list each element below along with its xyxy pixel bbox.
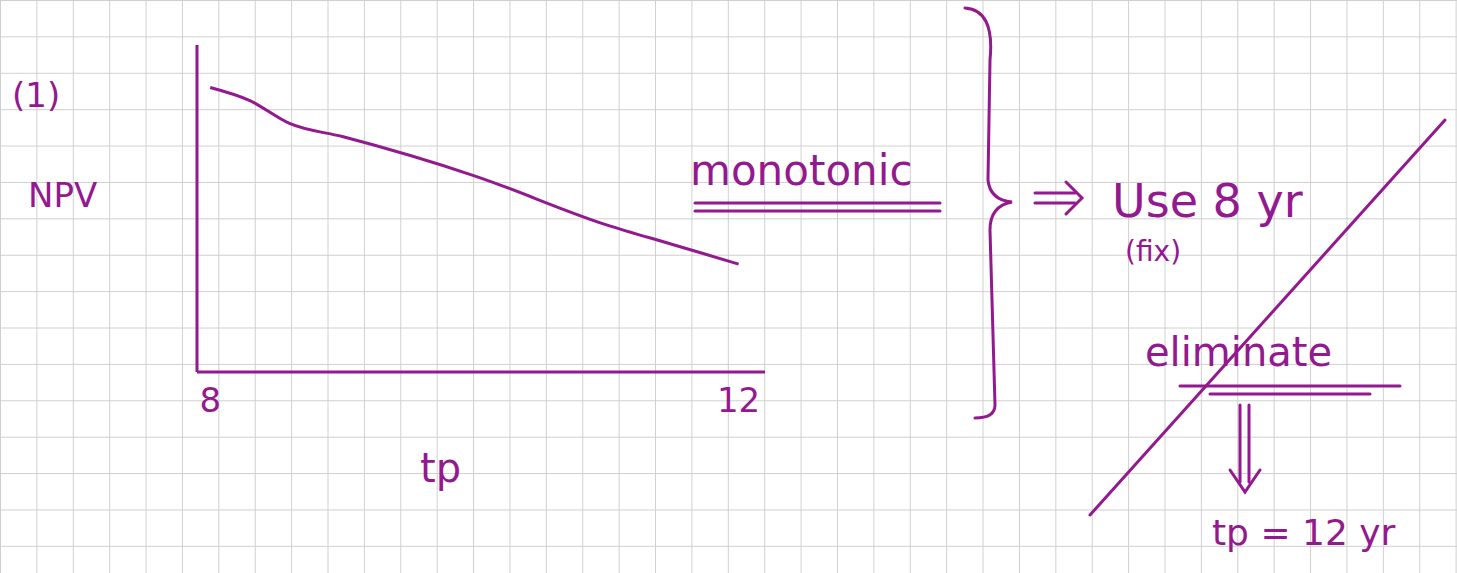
html-text:eliminate: eliminate [1145,329,1333,375]
html-text:(1): (1) [12,75,61,115]
html-text:NPV: NPV [28,175,98,215]
html-text:tp = 12 yr: tp = 12 yr [1212,512,1396,553]
html-text:monotonic: monotonic [690,146,913,195]
svg-text:8: 8 [199,380,221,420]
html-text:tp: tp [420,445,462,491]
html-text:Use 8 yr: Use 8 yr [1112,174,1303,228]
svg-text:12: 12 [717,380,760,420]
html-text:(fix): (fix) [1125,235,1182,268]
